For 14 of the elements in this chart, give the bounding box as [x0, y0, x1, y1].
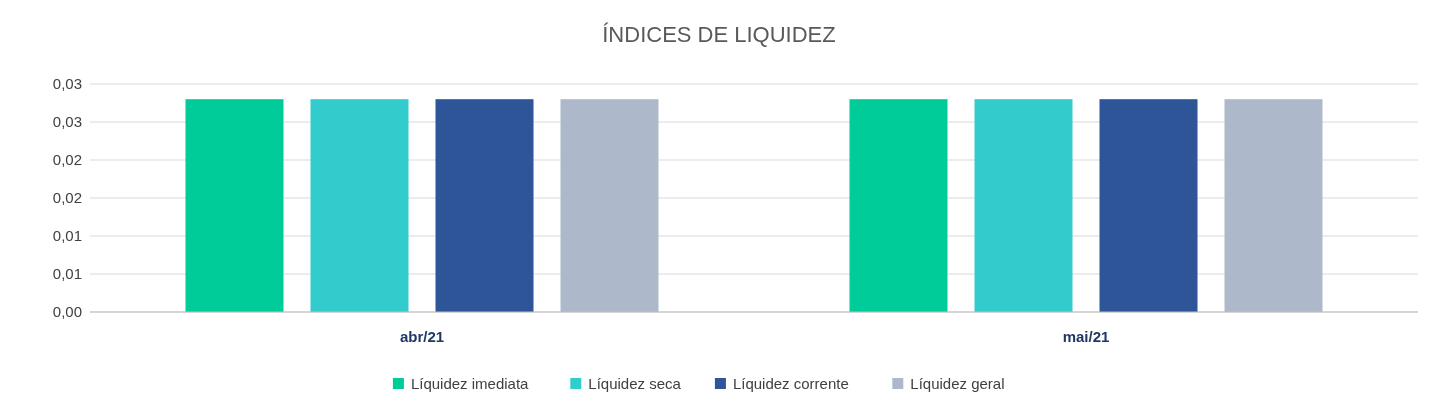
legend-label: Líquidez geral	[910, 375, 1005, 392]
y-tick-label: 0,02	[52, 151, 82, 169]
y-tick-label: 0,01	[52, 227, 82, 245]
y-tick-label: 0,00	[52, 303, 82, 321]
chart-title: ÍNDICES DE LIQUIDEZ	[602, 22, 836, 47]
x-tick-label: abr/21	[399, 328, 445, 345]
y-tick-label: 0,03	[52, 113, 82, 131]
y-tick-label: 0,03	[52, 75, 82, 93]
x-tick-label: mai/21	[1062, 328, 1110, 345]
legend-label: Líquidez corrente	[732, 375, 849, 392]
legend-label: Líquidez seca	[588, 375, 682, 392]
y-tick-label: 0,01	[52, 265, 82, 283]
legend-label: Líquidez imediata	[410, 375, 530, 392]
y-tick-label: 0,02	[52, 189, 82, 207]
